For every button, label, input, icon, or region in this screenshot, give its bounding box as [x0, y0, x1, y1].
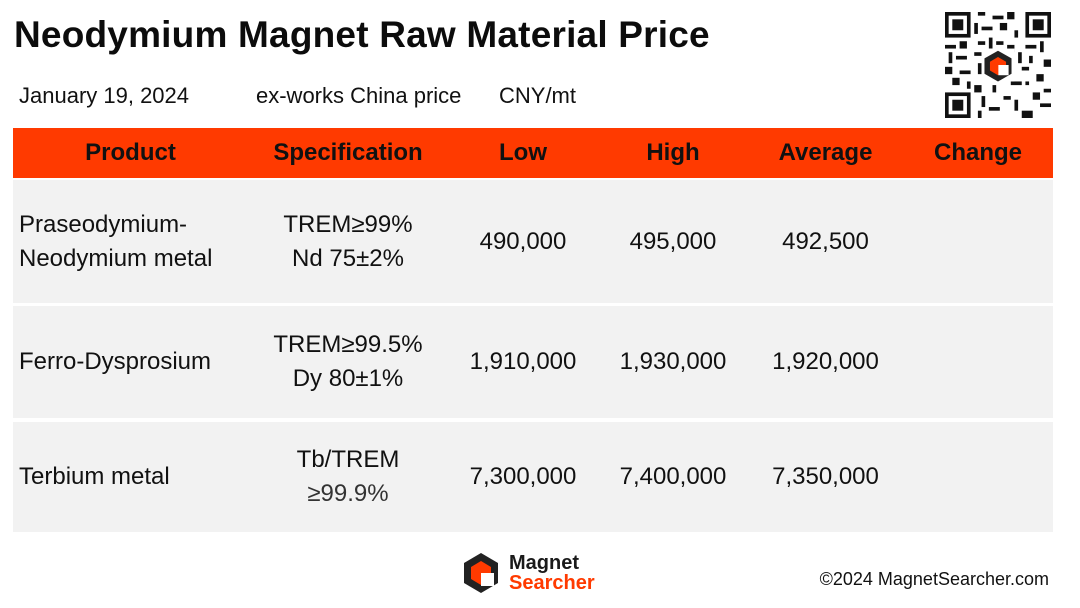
product-cell: Terbium metal	[13, 460, 248, 494]
page-title: Neodymium Magnet Raw Material Price	[14, 14, 710, 55]
spec-line: Nd 75±2%	[292, 244, 404, 272]
column-header-change: Change	[933, 139, 1022, 166]
price-date: January 19, 2024	[19, 83, 190, 108]
qr-code-icon[interactable]	[945, 12, 1051, 118]
low-price-cell: 7,300,000	[469, 463, 577, 490]
spec-line: Dy 80±1%	[292, 365, 404, 392]
brand-name-line1: Magnet	[509, 552, 579, 574]
column-header-low: Low	[499, 139, 547, 166]
low-price-cell: 1,910,000	[469, 348, 577, 375]
magnet-searcher-logo-icon	[464, 553, 498, 593]
spec-line: TREM≥99%	[283, 210, 413, 238]
price-unit: CNY/mt	[499, 83, 576, 108]
product-cell: Ferro-Dysprosium	[13, 345, 248, 379]
product-name-line: Neodymium metal	[19, 244, 213, 272]
copyright-text: ©2024 MagnetSearcher.com	[819, 569, 1049, 589]
brand-name-line2: Searcher	[509, 572, 595, 594]
price-basis: ex-works China price	[256, 83, 462, 108]
product-name-line: Ferro-Dysprosium	[19, 348, 212, 375]
average-price-cell: 1,920,000	[772, 348, 879, 375]
price-table: Product Specification Low High Average C…	[13, 128, 1053, 532]
table-row: Ferro-Dysprosium TREM≥99.5% Dy 80±1% 1,9…	[13, 306, 1053, 418]
specification-cell: TREM≥99% Nd 75±2%	[248, 208, 448, 276]
table-header: Product Specification Low High Average C…	[13, 128, 1053, 178]
specification-cell: TREM≥99.5% Dy 80±1%	[248, 328, 448, 396]
high-price-cell: 495,000	[629, 227, 717, 255]
product-name-line: Terbium metal	[19, 463, 170, 490]
column-header-average: Average	[778, 139, 873, 166]
brand-logo[interactable]: Magnet Searcher	[460, 552, 595, 594]
table-row: Praseodymium- Neodymium metal TREM≥99% N…	[13, 180, 1053, 303]
table-row: Terbium metal Tb/TREM ≥99.9% 7,300,000 7…	[13, 422, 1053, 532]
spec-line: TREM≥99.5%	[273, 331, 423, 358]
column-header-product: Product	[85, 139, 176, 166]
average-price-cell: 7,350,000	[772, 463, 879, 490]
product-name-line: Praseodymium-	[19, 210, 188, 238]
product-cell: Praseodymium- Neodymium metal	[13, 208, 248, 276]
average-price-cell: 492,500	[782, 227, 869, 255]
spec-line: ≥99.9%	[307, 480, 389, 507]
specification-cell: Tb/TREM ≥99.9%	[248, 443, 448, 511]
column-header-high: High	[646, 139, 700, 166]
high-price-cell: 1,930,000	[619, 348, 727, 375]
brand-name: Magnet Searcher	[509, 553, 595, 593]
high-price-cell: 7,400,000	[619, 463, 727, 490]
column-header-specification: Specification	[273, 139, 423, 166]
spec-line: Tb/TREM	[296, 446, 400, 473]
low-price-cell: 490,000	[479, 227, 567, 255]
